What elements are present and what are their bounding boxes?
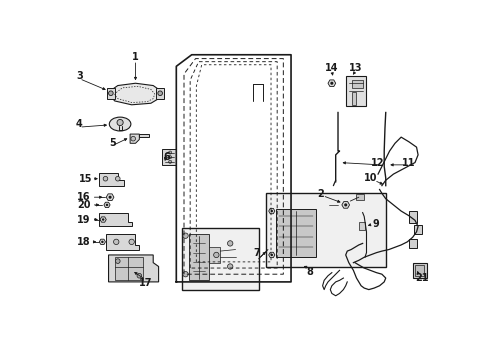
Text: 5: 5: [109, 138, 116, 148]
Circle shape: [227, 264, 232, 269]
Text: 1: 1: [132, 52, 139, 62]
Polygon shape: [99, 239, 105, 244]
Bar: [413, 225, 421, 234]
Text: 12: 12: [370, 158, 384, 167]
Bar: [266, 193, 385, 266]
Polygon shape: [99, 213, 131, 226]
Polygon shape: [268, 252, 274, 258]
Circle shape: [101, 240, 103, 243]
Circle shape: [115, 259, 120, 264]
Circle shape: [168, 151, 171, 154]
Bar: [408, 239, 416, 248]
Circle shape: [270, 254, 272, 256]
Polygon shape: [156, 88, 163, 99]
Circle shape: [137, 274, 142, 278]
Circle shape: [108, 91, 113, 95]
Circle shape: [270, 210, 272, 212]
Circle shape: [168, 156, 171, 159]
Polygon shape: [356, 194, 364, 200]
Polygon shape: [351, 92, 356, 105]
Circle shape: [329, 82, 333, 85]
Circle shape: [102, 218, 104, 221]
Polygon shape: [268, 208, 274, 214]
Polygon shape: [327, 80, 335, 86]
Circle shape: [115, 176, 120, 181]
Text: 2: 2: [316, 189, 323, 199]
Circle shape: [183, 271, 188, 277]
Polygon shape: [276, 209, 316, 257]
Text: 8: 8: [306, 267, 313, 277]
Circle shape: [227, 241, 232, 246]
Text: 10: 10: [363, 173, 376, 183]
Text: 19: 19: [77, 215, 90, 225]
Polygon shape: [162, 149, 176, 165]
Polygon shape: [115, 257, 143, 280]
Polygon shape: [351, 80, 362, 88]
Bar: [412, 263, 426, 278]
Polygon shape: [100, 217, 106, 222]
Polygon shape: [139, 134, 148, 137]
Bar: [408, 211, 416, 222]
Circle shape: [158, 91, 162, 95]
Polygon shape: [107, 88, 115, 99]
Circle shape: [105, 204, 108, 206]
Circle shape: [103, 176, 107, 181]
Text: 17: 17: [139, 278, 152, 288]
Ellipse shape: [109, 117, 131, 131]
Polygon shape: [108, 255, 158, 282]
Circle shape: [168, 160, 171, 163]
Circle shape: [131, 136, 135, 141]
Polygon shape: [99, 172, 123, 186]
Polygon shape: [358, 222, 364, 230]
Circle shape: [213, 252, 219, 258]
Text: 3: 3: [76, 71, 82, 81]
Bar: [182, 228, 258, 289]
Polygon shape: [208, 247, 220, 263]
Text: 15: 15: [79, 174, 92, 184]
Text: 20: 20: [77, 200, 90, 210]
Circle shape: [344, 203, 346, 206]
Text: 4: 4: [76, 119, 82, 129]
Text: 21: 21: [414, 273, 428, 283]
Text: 18: 18: [77, 237, 91, 247]
Circle shape: [129, 239, 134, 244]
Polygon shape: [104, 202, 110, 208]
Circle shape: [117, 120, 123, 126]
Circle shape: [113, 239, 119, 244]
Polygon shape: [189, 234, 208, 280]
Polygon shape: [110, 83, 161, 105]
Text: 16: 16: [77, 192, 90, 202]
Polygon shape: [130, 134, 139, 143]
Circle shape: [183, 233, 188, 238]
Text: 9: 9: [371, 219, 378, 229]
Text: 6: 6: [163, 152, 169, 162]
Text: 7: 7: [252, 248, 259, 258]
Text: 13: 13: [348, 63, 362, 73]
Polygon shape: [341, 202, 349, 208]
Polygon shape: [106, 194, 114, 201]
Polygon shape: [106, 234, 139, 249]
Text: 14: 14: [325, 63, 338, 73]
Polygon shape: [345, 76, 366, 106]
Circle shape: [108, 195, 111, 199]
Bar: [414, 265, 424, 276]
Text: 11: 11: [401, 158, 415, 167]
